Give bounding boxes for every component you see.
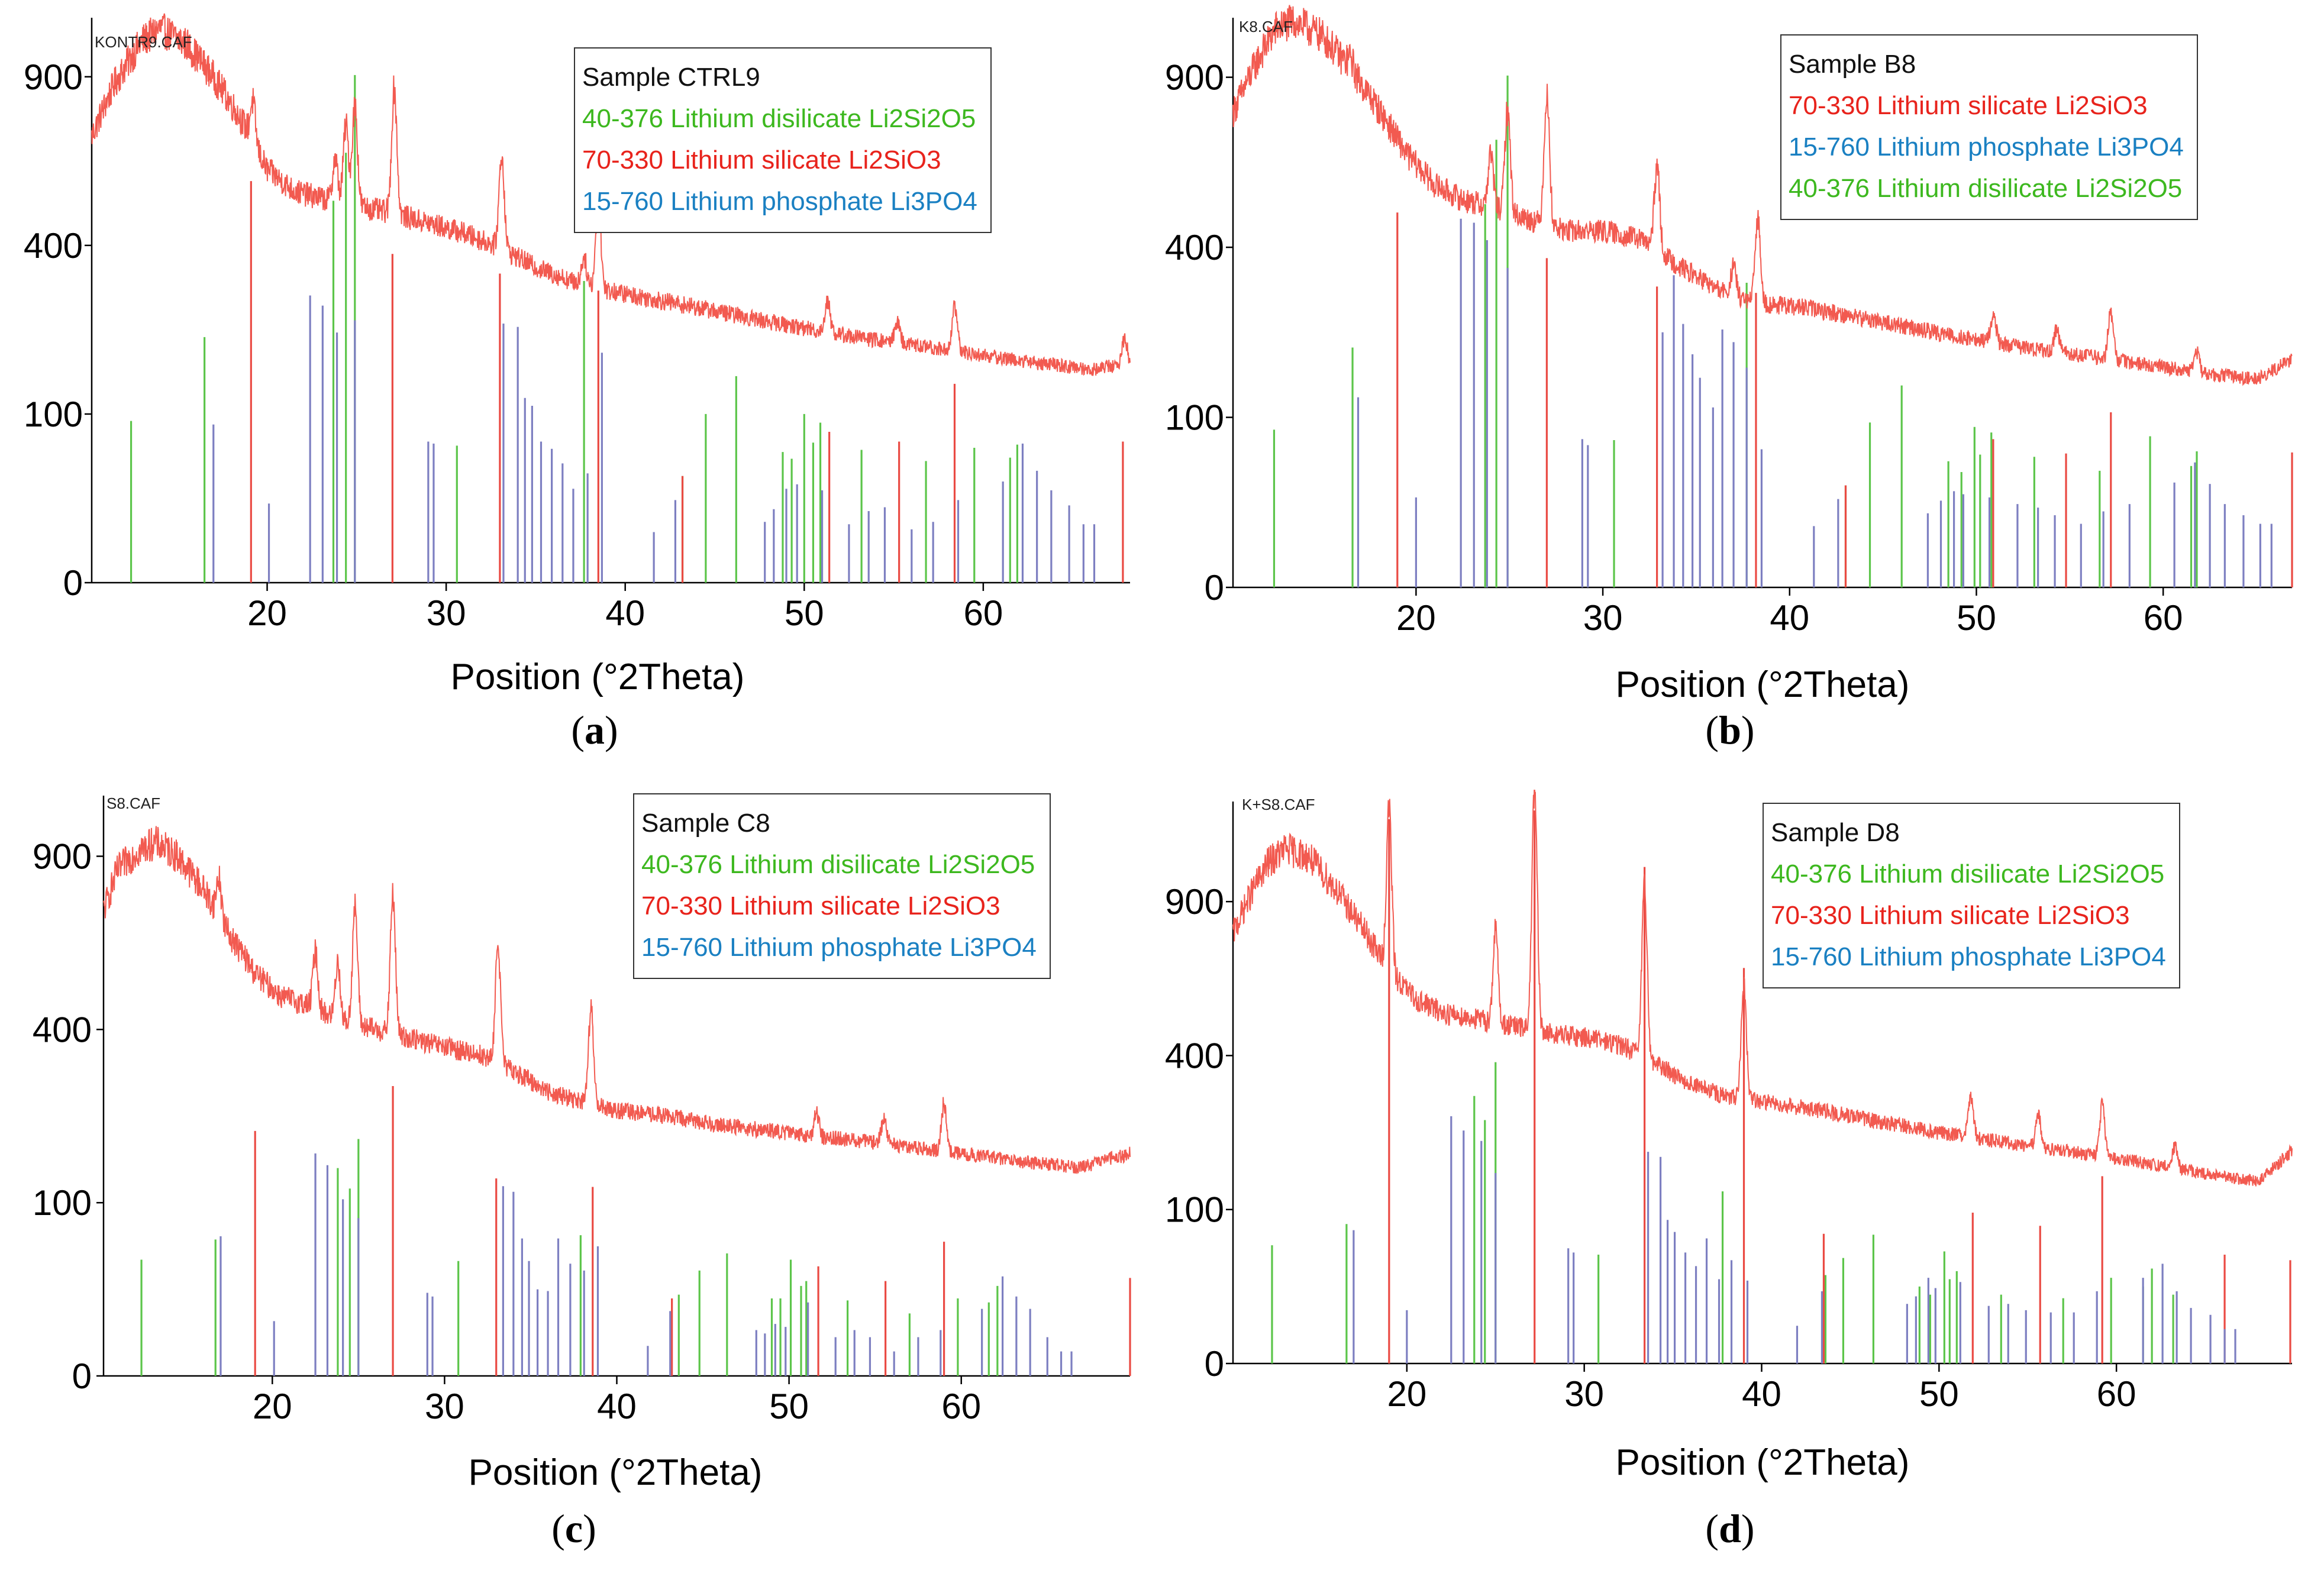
y-tick-label: 100 (1165, 1190, 1224, 1230)
file-tag: KONTR9.CAF (95, 33, 192, 51)
x-tick-label: 20 (253, 1387, 292, 1426)
x-tick-label: 50 (785, 593, 824, 633)
y-tick-label: 100 (33, 1183, 92, 1223)
panel-label: (b) (1705, 707, 1755, 752)
y-tick-label: 0 (1205, 568, 1224, 608)
panel-letter: d (1719, 1506, 1741, 1551)
y-tick-label: 0 (1205, 1344, 1224, 1384)
y-tick-label: 400 (33, 1010, 92, 1049)
file-tag: S8.CAF (106, 794, 161, 812)
x-tick-label: 20 (1387, 1374, 1426, 1414)
legend-entry-2: 70-330 Lithium silicate Li2SiO3 (1771, 901, 2130, 930)
panel-a: 20 30 40 50 60 0 100 400 900 Position (°2Theta) K… (0, 0, 1162, 790)
panel-b: 20 30 40 50 60 0 100 400 900 Position (°2Theta) K… (1162, 0, 2324, 790)
x-axis-title: Position (°2Theta) (1616, 1442, 1910, 1483)
legend-entry-1: 70-330 Lithium silicate Li2SiO3 (1789, 91, 2148, 120)
legend-entry-1: 40-376 Lithium disilicate Li2Si2O5 (582, 104, 976, 133)
y-tick-label: 100 (1165, 398, 1224, 438)
x-tick-label: 30 (1564, 1374, 1604, 1414)
y-tick-label: 900 (1165, 882, 1224, 922)
reference-pattern-silicate (1388, 810, 2291, 1363)
legend-entry-1: 40-376 Lithium disilicate Li2Si2O5 (641, 850, 1035, 879)
x-axis-title: Position (°2Theta) (469, 1452, 763, 1493)
x-tick-label: 50 (1957, 598, 1996, 638)
legend: Sample B8 70-330 Lithium silicate Li2SiO… (1780, 34, 2198, 220)
y-tick-label: 0 (63, 563, 83, 603)
measured-pattern-line (91, 13, 1131, 376)
legend: Sample C8 40-376 Lithium disilicate Li2S… (633, 793, 1051, 979)
reference-pattern-phosphate (212, 295, 1096, 583)
panel-label: (c) (551, 1506, 596, 1551)
reference-pattern-silicate (1396, 212, 2293, 587)
legend: Sample CTRL9 40-376 Lithium disilicate L… (574, 47, 992, 233)
x-tick-label: 20 (1396, 598, 1436, 638)
x-tick-label: 30 (1583, 598, 1623, 638)
y-tick-label: 900 (1165, 58, 1224, 98)
x-axis-title: Position (°2Theta) (451, 657, 745, 697)
x-tick-label: 40 (1770, 598, 1809, 638)
reference-pattern-phosphate (1357, 218, 2273, 587)
legend-title: Sample B8 (1789, 50, 1916, 79)
panel-label: (d) (1705, 1506, 1755, 1551)
measured-pattern-line (1232, 5, 2293, 386)
legend-entry-2: 15-760 Lithium phosphate Li3PO4 (1789, 133, 2184, 161)
reference-pattern-phosphate (1353, 1116, 2236, 1363)
x-tick-label: 60 (941, 1387, 981, 1426)
x-tick-label: 60 (2144, 598, 2183, 638)
measured-pattern-line (103, 826, 1131, 1174)
panel-label: (a) (571, 707, 618, 752)
y-tick-label: 100 (24, 395, 83, 434)
xrd-chart-d: 20 30 40 50 60 0 100 400 900 Position (°2Theta) (1165, 790, 2293, 1483)
x-axis-title: Position (°2Theta) (1616, 664, 1910, 705)
panel-letter: b (1719, 707, 1741, 752)
panel-letter: a (585, 707, 605, 752)
legend-title: Sample CTRL9 (582, 63, 760, 92)
x-tick-label: 50 (1919, 1374, 1959, 1414)
x-tick-label: 40 (1742, 1374, 1781, 1414)
reference-pattern-silicate (254, 1085, 1131, 1376)
legend-entry-2: 70-330 Lithium silicate Li2SiO3 (641, 891, 1000, 920)
xrd-chart-a: 20 30 40 50 60 0 100 400 900 Position (°2Theta) (24, 13, 1131, 697)
reference-pattern-silicate (250, 181, 1124, 583)
legend: Sample D8 40-376 Lithium disilicate Li2S… (1763, 803, 2180, 988)
panel-letter: c (564, 1506, 583, 1551)
y-tick-label: 400 (1165, 1036, 1224, 1075)
panel-c: 20 30 40 50 60 0 100 400 900 Position (°2Theta) S… (0, 790, 1162, 1579)
x-tick-label: 60 (2097, 1374, 2136, 1414)
legend-entry-3: 15-760 Lithium phosphate Li3PO4 (641, 933, 1037, 962)
x-tick-label: 30 (425, 1387, 464, 1426)
y-tick-label: 900 (24, 57, 83, 97)
xrd-chart-b: 20 30 40 50 60 0 100 400 900 Position (°2Theta) (1165, 5, 2293, 705)
legend-title: Sample D8 (1771, 818, 1900, 847)
reference-pattern-disilicate (130, 75, 1018, 583)
x-tick-label: 60 (964, 593, 1003, 633)
reference-pattern-phosphate (220, 1153, 1073, 1376)
y-tick-label: 400 (1165, 228, 1224, 267)
panel-d: 20 30 40 50 60 0 100 400 900 Position (°2Theta) K… (1162, 790, 2324, 1579)
x-tick-label: 40 (605, 593, 645, 633)
x-tick-label: 30 (427, 593, 466, 633)
y-tick-label: 900 (33, 836, 92, 876)
xrd-chart-c: 20 30 40 50 60 0 100 400 900 Position (°2Theta) (33, 796, 1131, 1493)
y-tick-label: 0 (72, 1356, 92, 1396)
legend-entry-3: 15-760 Lithium phosphate Li3PO4 (582, 187, 977, 216)
legend-entry-3: 15-760 Lithium phosphate Li3PO4 (1771, 942, 2166, 971)
x-tick-label: 40 (597, 1387, 637, 1426)
x-tick-label: 20 (247, 593, 287, 633)
legend-entry-3: 40-376 Lithium disilicate Li2Si2O5 (1789, 174, 2183, 203)
x-tick-label: 50 (769, 1387, 809, 1426)
file-tag: K+S8.CAF (1242, 796, 1315, 813)
legend-entry-1: 40-376 Lithium disilicate Li2Si2O5 (1771, 860, 2165, 888)
legend-title: Sample C8 (641, 809, 770, 838)
y-tick-label: 400 (24, 226, 83, 266)
measured-pattern-line (1232, 790, 2293, 1187)
file-tag: K8.CAF (1239, 18, 1293, 35)
legend-entry-2: 70-330 Lithium silicate Li2SiO3 (582, 146, 941, 175)
